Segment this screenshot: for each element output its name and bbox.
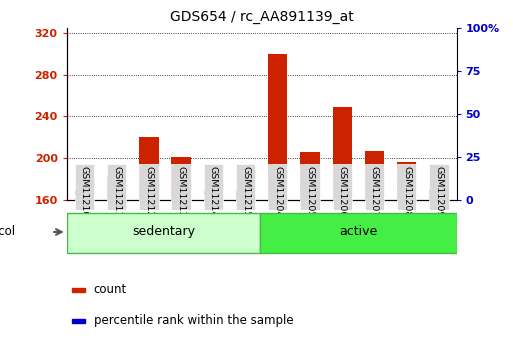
FancyBboxPatch shape: [75, 164, 94, 210]
Text: GSM11213: GSM11213: [176, 166, 186, 218]
Bar: [365, 151, 384, 200]
Title: GDS654 / rc_AA891139_at: GDS654 / rc_AA891139_at: [170, 10, 353, 24]
Text: GSM11207: GSM11207: [370, 166, 379, 218]
Bar: [107, 187, 126, 191]
Bar: [72, 319, 85, 323]
Text: GSM11215: GSM11215: [241, 166, 250, 218]
Text: GSM11212: GSM11212: [144, 166, 153, 218]
FancyBboxPatch shape: [332, 164, 352, 210]
Bar: [332, 107, 352, 200]
Bar: [75, 198, 94, 200]
Text: GSM11204: GSM11204: [273, 166, 282, 218]
FancyBboxPatch shape: [260, 213, 457, 253]
Bar: [139, 137, 159, 200]
Bar: [139, 188, 159, 192]
Text: GSM11206: GSM11206: [338, 166, 347, 218]
Bar: [429, 195, 448, 200]
FancyBboxPatch shape: [139, 164, 159, 210]
FancyBboxPatch shape: [397, 164, 416, 210]
Text: GSM11214: GSM11214: [209, 166, 218, 218]
FancyBboxPatch shape: [67, 213, 260, 253]
Bar: [75, 191, 94, 195]
FancyBboxPatch shape: [107, 164, 126, 210]
Text: percentile rank within the sample: percentile rank within the sample: [93, 314, 293, 327]
Text: GSM11205: GSM11205: [305, 166, 314, 218]
Bar: [332, 184, 352, 188]
Bar: [365, 184, 384, 188]
Text: count: count: [93, 284, 127, 296]
Bar: [397, 185, 416, 189]
Bar: [268, 172, 287, 176]
FancyBboxPatch shape: [236, 164, 255, 210]
Text: GSM11211: GSM11211: [112, 166, 121, 218]
Bar: [300, 152, 320, 200]
Bar: [300, 184, 320, 188]
Bar: [171, 191, 191, 195]
Bar: [204, 198, 223, 200]
Text: GSM11208: GSM11208: [402, 166, 411, 218]
Bar: [171, 157, 191, 200]
Text: GSM11209: GSM11209: [435, 166, 443, 218]
Bar: [268, 54, 287, 200]
FancyBboxPatch shape: [365, 164, 384, 210]
Text: GSM11210: GSM11210: [80, 166, 89, 218]
Bar: [107, 176, 126, 200]
Bar: [72, 288, 85, 292]
FancyBboxPatch shape: [300, 164, 320, 210]
Bar: [236, 195, 255, 200]
FancyBboxPatch shape: [171, 164, 191, 210]
FancyBboxPatch shape: [429, 164, 448, 210]
Bar: [397, 162, 416, 200]
Bar: [429, 190, 448, 194]
Bar: [204, 191, 223, 195]
Text: protocol: protocol: [0, 226, 16, 238]
Text: sedentary: sedentary: [132, 226, 195, 238]
FancyBboxPatch shape: [268, 164, 287, 210]
Text: active: active: [339, 226, 378, 238]
FancyBboxPatch shape: [204, 164, 223, 210]
Bar: [236, 191, 255, 195]
